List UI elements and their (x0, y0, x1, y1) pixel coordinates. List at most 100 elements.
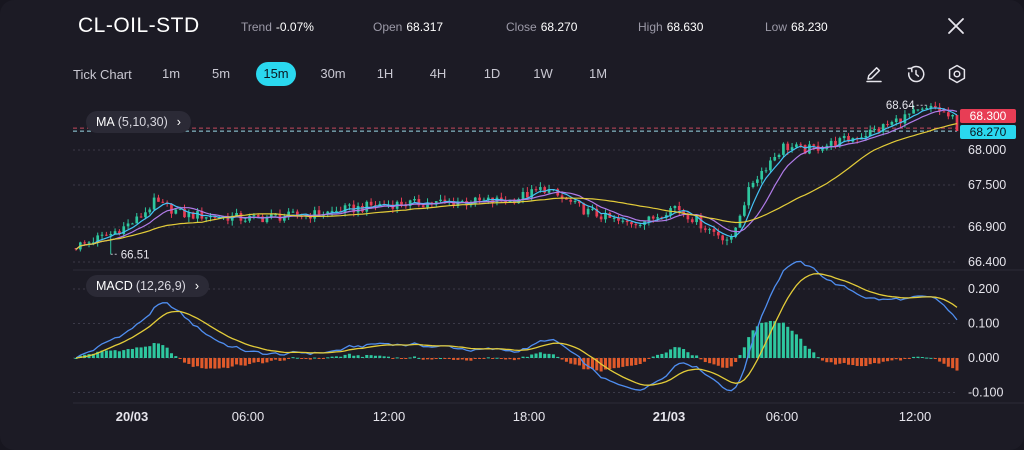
candle-body (656, 217, 659, 219)
candle-body (842, 136, 846, 139)
candle-body (226, 216, 230, 221)
macd-histogram-bar (755, 326, 759, 358)
candle-body (291, 211, 295, 213)
timeframe-5m[interactable]: 5m (211, 66, 231, 81)
timeframe-15m[interactable]: 15m (256, 62, 296, 86)
ma-line-ma10 (75, 109, 958, 250)
macd-histogram-bar (512, 358, 516, 361)
close-label: Close (506, 20, 537, 34)
candle-body (256, 215, 260, 217)
header: CL-OIL-STD Trend -0.07% Open 68.317 Close 6… (0, 0, 1024, 52)
macd-tick-label: 0.200 (968, 282, 999, 296)
candle-body (847, 136, 850, 142)
close-icon[interactable] (944, 14, 968, 38)
macd-histogram-bar (360, 356, 364, 358)
macd-histogram-bar (269, 358, 273, 361)
macd-histogram-bar (334, 356, 338, 358)
candle-body (243, 220, 247, 222)
candle-body (578, 201, 581, 204)
candle-body (599, 216, 603, 220)
macd-histogram-bar (929, 357, 933, 359)
macd-histogram-bar (452, 358, 456, 360)
ma-indicator-pill[interactable]: MA (5,10,30) › (86, 111, 191, 133)
candle-body (356, 206, 360, 213)
candle-body (109, 234, 113, 236)
candle-body (504, 201, 507, 203)
macd-histogram-bar (734, 358, 738, 363)
macd-histogram-bar (638, 358, 642, 365)
tick-chart-label[interactable]: Tick Chart (73, 67, 132, 82)
candle-body (330, 210, 334, 212)
candle-body (708, 229, 711, 231)
candle-body (690, 219, 694, 223)
macd-histogram-bar (721, 358, 725, 368)
symbol-title: CL-OIL-STD (78, 14, 200, 37)
macd-histogram-bar (760, 322, 764, 358)
ma-line-ma5 (75, 107, 958, 250)
macd-histogram-bar (812, 352, 816, 358)
macd-histogram-bar (916, 356, 920, 358)
candle-body (122, 226, 126, 234)
macd-histogram-bar (912, 356, 916, 358)
macd-histogram-bar (955, 358, 959, 371)
candle-body (634, 224, 638, 226)
x-tick-label: 06:00 (232, 409, 265, 424)
candle-body (543, 187, 547, 193)
candle-body (647, 216, 651, 222)
candle-body (274, 214, 277, 216)
candle-body (282, 217, 286, 221)
timeframe-1w[interactable]: 1W (533, 66, 553, 81)
signal-line (75, 273, 958, 386)
candle-body (699, 216, 703, 229)
macd-indicator-pill[interactable]: MACD (12,26,9) › (86, 275, 210, 297)
timeframe-1d[interactable]: 1D (483, 66, 501, 81)
candle-body (87, 242, 91, 244)
macd-histogram-bar (660, 353, 664, 358)
candle-body (582, 203, 586, 215)
candle-body (482, 199, 486, 201)
macd-histogram-bar (178, 358, 182, 359)
candle-body (547, 189, 551, 193)
macd-histogram-bar (391, 358, 395, 359)
macd-histogram-bar (313, 357, 317, 359)
history-clock-icon[interactable] (904, 62, 928, 86)
macd-histogram-bar (122, 350, 126, 358)
macd-histogram-bar (825, 358, 829, 363)
pencil-icon[interactable] (862, 62, 886, 86)
timeframe-1m[interactable]: 1M (588, 66, 608, 81)
candle-body (920, 108, 924, 110)
macd-histogram-bar (833, 358, 838, 365)
macd-line (75, 260, 958, 392)
macd-histogram-bar (200, 358, 204, 369)
macd-histogram-bar (243, 358, 247, 366)
macd-histogram-bar (851, 358, 855, 366)
timeframe-1m[interactable]: 1m (161, 66, 181, 81)
candle-body (252, 215, 256, 217)
macd-histogram-bar (148, 346, 152, 358)
macd-histogram-bar (855, 358, 859, 366)
candle-body (200, 210, 204, 219)
macd-histogram-bar (369, 355, 373, 358)
macd-histogram-bar (621, 358, 625, 367)
candle-body (92, 242, 95, 244)
candle-body (586, 208, 590, 215)
macd-histogram-bar (143, 346, 147, 358)
macd-histogram-bar (807, 348, 811, 358)
candle-body (105, 234, 108, 236)
low-stat: Low 68.230 (765, 20, 828, 34)
macd-histogram-bar (816, 357, 820, 359)
timeframe-1h[interactable]: 1H (376, 66, 394, 81)
timeframe-4h[interactable]: 4H (429, 66, 447, 81)
candle-body (526, 192, 529, 198)
candle-body (313, 210, 317, 219)
macd-histogram-bar (586, 358, 590, 370)
macd-histogram-bar (308, 358, 312, 360)
macd-histogram-bar (326, 357, 330, 359)
gear-icon[interactable] (945, 62, 969, 86)
macd-histogram-bar (109, 350, 113, 358)
macd-histogram-bar (252, 358, 256, 363)
macd-histogram-bar (404, 358, 408, 359)
timeframe-30m[interactable]: 30m (320, 66, 346, 81)
candle-body (821, 149, 824, 151)
